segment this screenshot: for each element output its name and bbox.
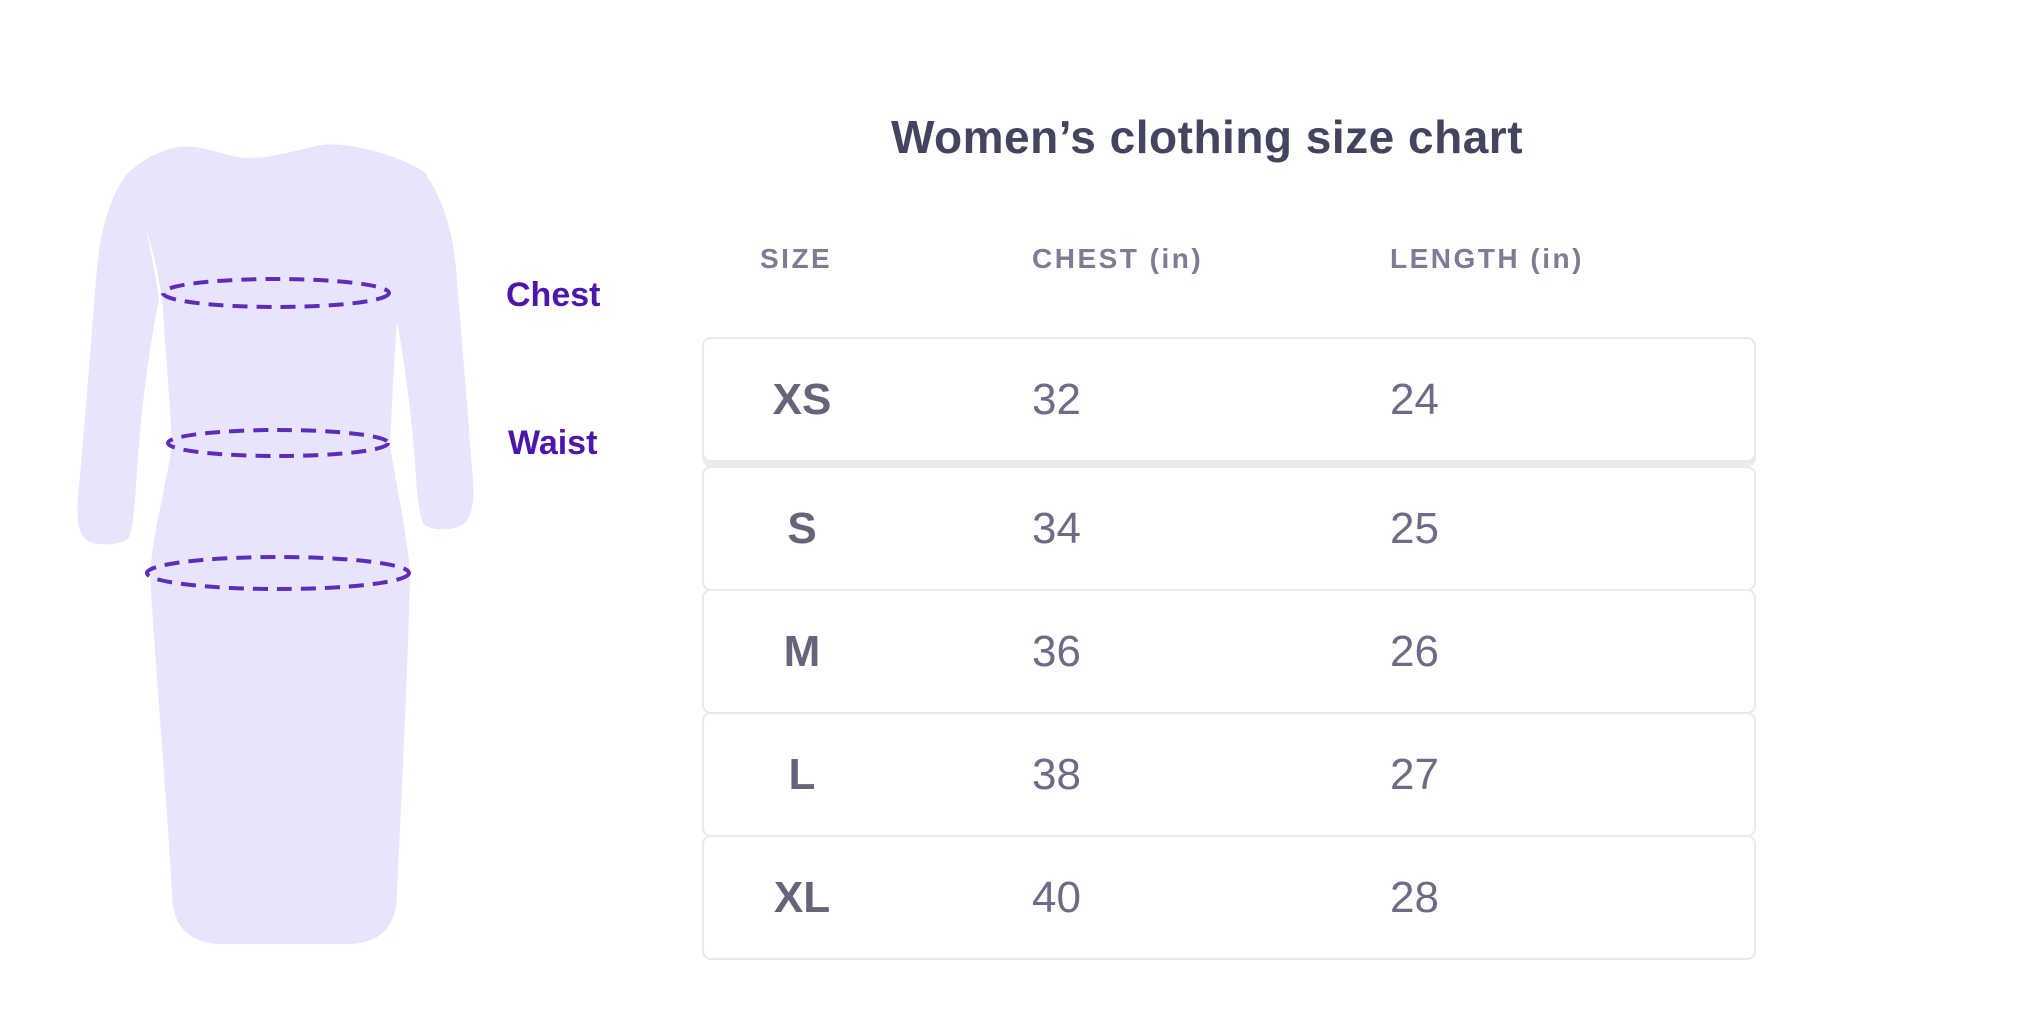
length-cell: 27 xyxy=(1390,749,1439,799)
length-cell: 24 xyxy=(1390,374,1439,424)
chest-cell: 36 xyxy=(1032,626,1081,676)
dress-left-sleeve xyxy=(77,172,159,545)
size-cell: XL xyxy=(773,872,831,922)
length-cell: 26 xyxy=(1390,626,1439,676)
page-title: Women’s clothing size chart xyxy=(890,111,1524,163)
chest-label: Chest xyxy=(506,276,601,314)
dress-body xyxy=(125,144,427,944)
waist-label: Waist xyxy=(508,424,598,462)
chest-cell: 34 xyxy=(1032,503,1081,553)
chest-cell: 38 xyxy=(1032,749,1081,799)
length-cell: 25 xyxy=(1390,503,1439,553)
table-row-s: S 34 25 xyxy=(702,466,1756,591)
table-row-m: M 36 26 xyxy=(702,589,1756,714)
size-table: XS 32 24 S 34 25 M 36 26 L 38 27 XL 40 2… xyxy=(702,337,1756,960)
table-header-row: SIZE CHEST (in) LENGTH (in) xyxy=(702,243,1756,279)
column-header-size: SIZE xyxy=(760,243,833,274)
dress-illustration xyxy=(77,144,474,944)
dress-right-sleeve xyxy=(393,172,474,530)
table-row-xl: XL 40 28 xyxy=(702,835,1756,960)
size-cell: M xyxy=(783,626,821,676)
chest-cell: 32 xyxy=(1032,374,1081,424)
chest-cell: 40 xyxy=(1032,872,1081,922)
column-header-length: LENGTH (in) xyxy=(1390,243,1584,274)
chest-measurement-line xyxy=(161,277,391,309)
waist-measurement-line xyxy=(166,428,390,458)
size-cell: XS xyxy=(772,374,832,424)
size-cell: L xyxy=(788,749,816,799)
table-row-l: L 38 27 xyxy=(702,712,1756,837)
table-row-xs: XS 32 24 xyxy=(702,337,1756,462)
length-cell: 28 xyxy=(1390,872,1439,922)
column-header-chest: CHEST (in) xyxy=(1032,243,1204,274)
hip-measurement-line xyxy=(145,555,411,591)
size-cell: S xyxy=(787,503,817,553)
